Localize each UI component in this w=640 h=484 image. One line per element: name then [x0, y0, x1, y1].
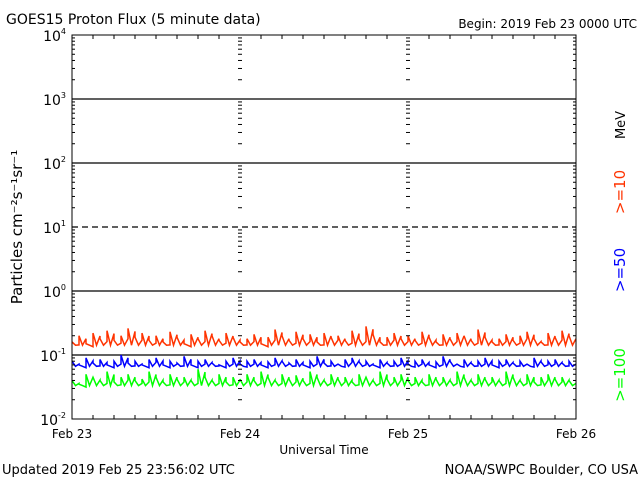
series-group	[71, 326, 577, 389]
footer-updated: Updated 2019 Feb 25 23:56:02 UTC	[2, 463, 235, 478]
begin-label: Begin: 2019 Feb 23 0000 UTC	[458, 17, 637, 31]
unit-label: MeV	[614, 111, 629, 139]
legend-entry: >=100	[611, 348, 629, 402]
y-tick-label: 100	[43, 283, 66, 301]
chart-title: GOES15 Proton Flux (5 minute data)	[6, 12, 261, 28]
axis-ticks	[72, 35, 576, 419]
y-tick-label: 103	[43, 91, 66, 109]
series-line-ge10	[71, 326, 577, 349]
x-tick-labels: Feb 23 Feb 24 Feb 25 Feb 26	[52, 427, 596, 441]
y-tick-label: 104	[43, 27, 66, 45]
x-tick-label: Feb 23	[52, 427, 92, 441]
x-tick-label: Feb 24	[220, 427, 260, 441]
y-tick-labels: 104 103 102 101 100 10-1 10-2	[40, 27, 66, 429]
legend: MeV >=10 >=50 >=100	[611, 111, 629, 402]
series-line-ge50	[71, 354, 577, 369]
x-tick-label: Feb 26	[556, 427, 596, 441]
y-tick-label: 102	[43, 155, 66, 173]
x-tick-label: Feb 25	[388, 427, 428, 441]
legend-entry: >=50	[611, 248, 629, 292]
y-tick-label: 101	[43, 219, 66, 237]
legend-entry: >=10	[611, 170, 629, 214]
footer-source: NOAA/SWPC Boulder, CO USA	[445, 463, 638, 478]
y-tick-label: 10-1	[40, 347, 66, 365]
y-axis-label: Particles cm⁻²s⁻¹sr⁻¹	[8, 150, 26, 304]
grid-lines	[72, 98, 576, 356]
y-tick-label: 10-2	[40, 411, 66, 429]
series-line-ge100	[71, 369, 577, 389]
x-axis-label: Universal Time	[279, 443, 368, 457]
